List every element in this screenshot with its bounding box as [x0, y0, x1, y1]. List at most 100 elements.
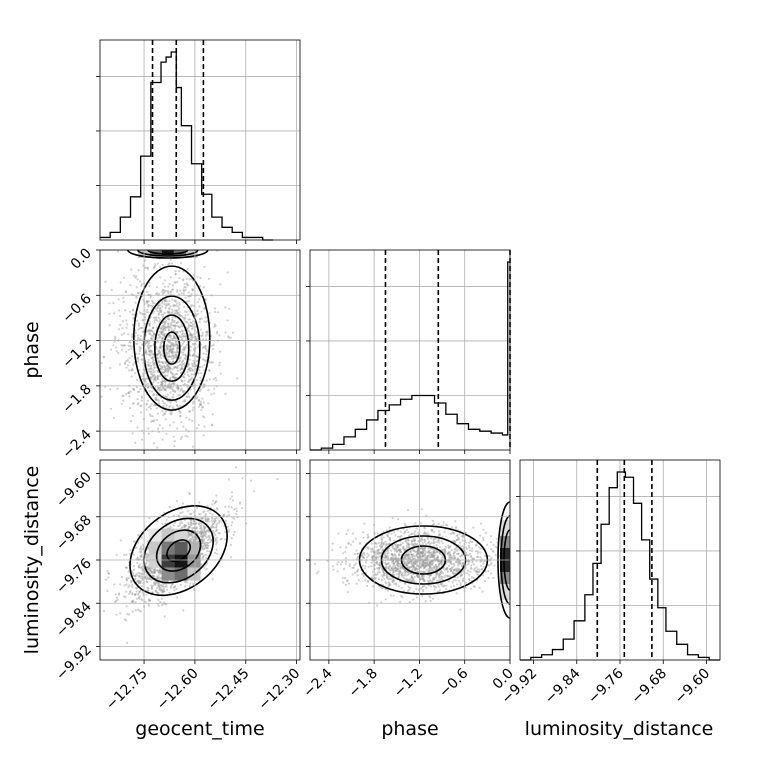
sample-point — [392, 568, 395, 572]
sample-point — [109, 407, 112, 410]
sample-point — [169, 334, 172, 337]
sample-point — [176, 330, 179, 334]
sample-point — [182, 278, 185, 281]
sample-point — [427, 541, 430, 545]
sample-point — [146, 556, 149, 560]
sample-point — [429, 561, 432, 565]
sample-point — [419, 577, 422, 581]
sample-point — [410, 565, 414, 568]
sample-point — [130, 600, 134, 604]
sample-point — [114, 335, 117, 338]
sample-point — [189, 333, 192, 336]
sample-point — [441, 548, 444, 552]
sample-point — [152, 568, 155, 571]
sample-point — [204, 563, 208, 566]
sample-point — [380, 540, 383, 544]
sample-point — [203, 534, 206, 537]
sample-point — [148, 517, 151, 520]
sample-point — [151, 419, 154, 422]
sample-point — [364, 578, 367, 581]
sample-point — [446, 574, 449, 578]
sample-point — [169, 385, 172, 388]
sample-point — [156, 569, 159, 572]
sample-point — [178, 524, 181, 527]
sample-point — [377, 563, 380, 566]
sample-point — [180, 351, 183, 354]
sample-point — [164, 374, 167, 378]
sample-point — [129, 390, 132, 393]
sample-point — [218, 519, 221, 522]
sample-point — [120, 576, 123, 579]
sample-point — [132, 309, 135, 312]
sample-point — [150, 350, 153, 353]
sample-point — [200, 534, 203, 537]
sample-point — [183, 317, 186, 320]
sample-point — [202, 352, 205, 355]
sample-point — [176, 305, 179, 308]
sample-point — [450, 567, 453, 570]
sample-point — [128, 395, 131, 398]
sample-point — [346, 591, 349, 594]
sample-point — [459, 583, 462, 587]
sample-point — [420, 575, 423, 578]
sample-point — [461, 579, 464, 582]
sample-point — [365, 556, 369, 559]
sample-point — [412, 557, 415, 560]
sample-point — [445, 523, 448, 526]
sample-point — [151, 330, 154, 333]
sample-point — [200, 335, 203, 338]
sample-point — [176, 427, 179, 430]
sample-point — [437, 579, 440, 582]
sample-point — [358, 542, 361, 545]
sample-point — [157, 333, 160, 336]
sample-point — [190, 333, 193, 336]
sample-point — [382, 556, 386, 559]
sample-point — [395, 582, 398, 585]
sample-point — [432, 576, 435, 579]
sample-point — [148, 322, 151, 325]
sample-point — [344, 557, 347, 560]
sample-point — [173, 390, 176, 393]
sample-point — [131, 610, 134, 613]
sample-point — [170, 351, 174, 354]
sample-point — [390, 567, 394, 570]
sample-point — [178, 311, 181, 314]
sample-point — [203, 547, 206, 550]
sample-point — [446, 560, 449, 564]
sample-point — [179, 356, 182, 359]
sample-point — [144, 342, 147, 345]
sample-point — [378, 571, 381, 574]
sample-point — [183, 346, 186, 349]
sample-point — [412, 573, 415, 576]
sample-point — [427, 547, 430, 550]
sample-point — [194, 521, 198, 524]
sample-point — [156, 262, 159, 265]
sample-point — [158, 352, 162, 355]
sample-point — [464, 586, 468, 589]
sample-point — [432, 541, 435, 544]
sample-point — [166, 347, 169, 350]
sample-point — [421, 574, 424, 577]
sample-point — [339, 546, 342, 549]
sample-point — [449, 561, 452, 564]
sample-point — [162, 329, 165, 332]
sample-point — [206, 550, 209, 553]
sample-point — [168, 355, 171, 358]
sample-point — [201, 406, 205, 409]
sample-point — [392, 567, 395, 570]
sample-point — [440, 569, 443, 572]
sample-point — [404, 569, 407, 573]
sample-point — [398, 553, 401, 557]
sample-point — [204, 513, 207, 516]
sample-point — [146, 290, 149, 294]
sample-point — [421, 586, 424, 589]
sample-point — [141, 591, 144, 594]
sample-point — [147, 406, 151, 409]
sample-point — [180, 315, 183, 318]
sample-point — [396, 546, 399, 549]
sample-point — [124, 291, 127, 294]
sample-point — [410, 560, 413, 563]
sample-point — [416, 551, 420, 555]
sample-point — [419, 540, 422, 543]
sample-point — [409, 580, 413, 583]
